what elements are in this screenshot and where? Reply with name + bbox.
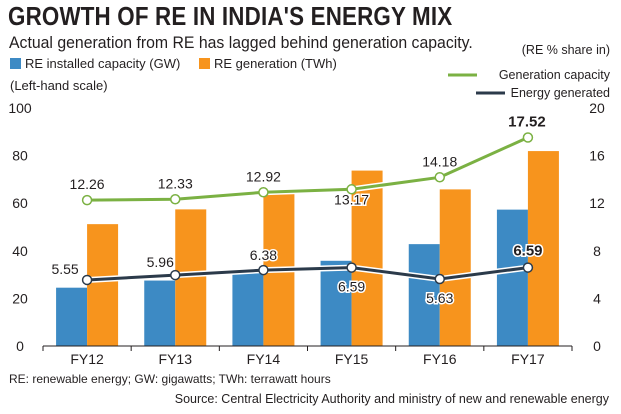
data-label: 5.96 [147,254,174,270]
bar-installed-capacity [320,260,352,346]
lines [81,132,534,286]
legend-label-energy-generated: Energy generated [511,86,610,100]
series-line-energy-generated [87,266,529,282]
series-point [522,262,534,273]
left-axis: 0 20 40 60 80 100 [8,100,32,354]
chart-title: GROWTH OF RE IN INDIA'S ENERGY MIX [8,1,453,31]
series-point [81,274,93,286]
right-axis-label: (RE % share in) [522,43,610,57]
series-point [346,262,357,273]
series-point [81,194,93,206]
x-tick-label: FY12 [70,351,104,367]
right-tick-label: 16 [589,148,605,164]
series-point [258,187,269,198]
data-label: 12.92 [246,168,281,184]
right-tick-label: 12 [589,195,605,211]
series-line-generation-capacity [87,136,529,202]
bars [56,151,559,346]
bar-re-generation [351,170,383,346]
left-tick-label: 0 [16,338,24,354]
data-label: 6.59 [513,243,542,260]
left-scale-note: (Left-hand scale) [10,78,108,93]
data-label: 5.63 [426,290,453,306]
right-tick-label: 20 [589,100,605,116]
bar-installed-capacity [144,280,176,346]
line-labels: 12.26 12.33 12.92 13.17 14.18 17.52 5.55 5.96 6.… [50,112,547,307]
series-point [434,273,445,285]
series-point [170,194,181,205]
chart-subtitle: Actual generation from RE has lagged beh… [9,33,473,52]
right-tick-label: 0 [593,338,601,354]
source-note: Source: Central Electricity Authority an… [174,392,609,406]
left-tick-label: 60 [12,195,28,211]
bar-re-generation [439,189,471,346]
left-tick-label: 80 [12,148,28,164]
bar-installed-capacity [232,271,264,346]
data-label: 12.26 [70,176,105,192]
series-point [522,132,534,143]
right-axis: 0 4 8 12 16 20 [589,100,605,354]
legend-swatch-generation [199,58,210,69]
legend-label-capacity: RE installed capacity (GW) [25,56,180,71]
legend-swatch-capacity [10,58,21,69]
x-tick-label: FY15 [335,351,369,367]
x-axis: FY12 FY13 FY14 FY15 FY16 FY17 [42,346,573,367]
data-label: 6.59 [338,279,365,295]
data-label: 13.17 [334,191,369,207]
left-tick-label: 100 [8,100,32,116]
bar-installed-capacity [56,287,88,346]
left-tick-label: 20 [12,290,28,306]
series-point [346,184,357,195]
bar-installed-capacity [408,244,440,346]
x-tick-label: FY17 [511,351,545,367]
right-tick-label: 4 [593,290,601,306]
data-label: 5.55 [51,261,78,277]
x-tick-label: FY16 [423,351,457,367]
x-tick-label: FY14 [247,351,281,367]
bar-re-generation [527,151,559,346]
series-point [258,264,269,276]
data-label: 14.18 [422,153,457,169]
series-point [170,269,181,281]
legend-label-generation: RE generation (TWh) [214,56,337,71]
x-tick-label: FY13 [159,351,193,367]
data-label: 6.38 [250,247,277,263]
bar-installed-capacity [496,209,528,346]
footnote: RE: renewable energy; GW: gigawatts; TWh… [9,372,331,386]
legend-label-gen-capacity: Generation capacity [499,68,611,82]
data-label: 12.33 [158,175,193,191]
bar-re-generation [87,224,119,346]
series-point [434,172,445,183]
left-tick-label: 40 [12,243,28,259]
legend: RE installed capacity (GW) RE generation… [10,43,611,100]
right-tick-label: 8 [593,243,601,259]
data-label: 17.52 [508,114,546,131]
